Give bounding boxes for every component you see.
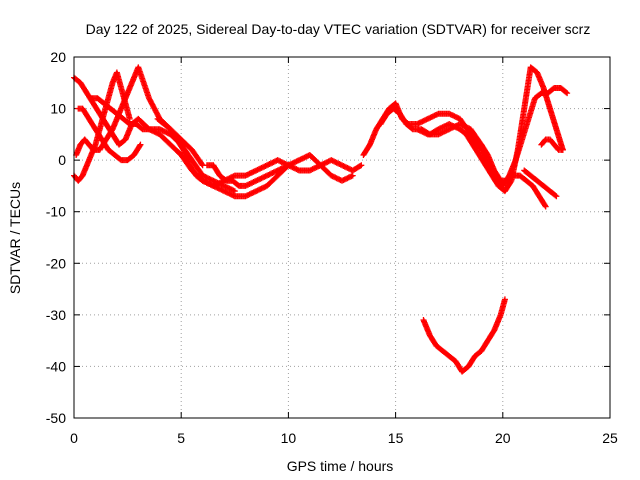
x-tick-label: 5 bbox=[177, 430, 185, 446]
data-point bbox=[349, 172, 356, 179]
data-point bbox=[542, 203, 549, 210]
data-point bbox=[541, 202, 548, 209]
data-point bbox=[553, 193, 560, 200]
data-points bbox=[71, 64, 571, 375]
data-point bbox=[559, 146, 566, 153]
x-tick-label: 20 bbox=[495, 430, 511, 446]
data-point bbox=[126, 115, 133, 122]
x-axis-label: GPS time / hours bbox=[287, 458, 394, 474]
data-point bbox=[564, 90, 571, 97]
series-arc-13 bbox=[420, 296, 508, 375]
x-tick-label: 15 bbox=[388, 430, 404, 446]
data-point bbox=[552, 192, 559, 199]
y-tick-label: -20 bbox=[46, 255, 66, 271]
series-arc-9 bbox=[377, 64, 566, 195]
series-arc-12 bbox=[521, 167, 560, 200]
y-axis-label: SDTVAR / TECUs bbox=[7, 182, 23, 294]
x-tick-label: 10 bbox=[281, 430, 297, 446]
grid bbox=[74, 57, 610, 418]
series-arc-4 bbox=[75, 105, 144, 164]
x-tick-label: 0 bbox=[70, 430, 78, 446]
series-arc-6 bbox=[154, 115, 365, 189]
data-point bbox=[231, 188, 238, 195]
series-arc-5 bbox=[88, 95, 238, 195]
series-arc-10 bbox=[414, 121, 549, 210]
y-tick-label: -10 bbox=[46, 204, 66, 220]
y-tick-label: 10 bbox=[50, 101, 66, 117]
y-tick-label: 20 bbox=[50, 49, 66, 65]
data-point bbox=[137, 141, 144, 148]
y-tick-label: 0 bbox=[58, 152, 66, 168]
chart-title: Day 122 of 2025, Sidereal Day-to-day VTE… bbox=[86, 21, 591, 37]
series-arc-7 bbox=[203, 151, 356, 189]
y-tick-label: -30 bbox=[46, 307, 66, 323]
plot-frame bbox=[73, 56, 611, 419]
data-point bbox=[198, 161, 205, 168]
data-point bbox=[357, 163, 364, 170]
data-point bbox=[358, 162, 365, 169]
x-tick-label: 25 bbox=[602, 430, 618, 446]
series-arc-11 bbox=[538, 136, 566, 153]
data-point bbox=[563, 89, 570, 96]
y-tick-label: -50 bbox=[46, 410, 66, 426]
y-tick-label: -40 bbox=[46, 358, 66, 374]
data-point bbox=[136, 142, 143, 149]
data-point bbox=[501, 296, 508, 303]
